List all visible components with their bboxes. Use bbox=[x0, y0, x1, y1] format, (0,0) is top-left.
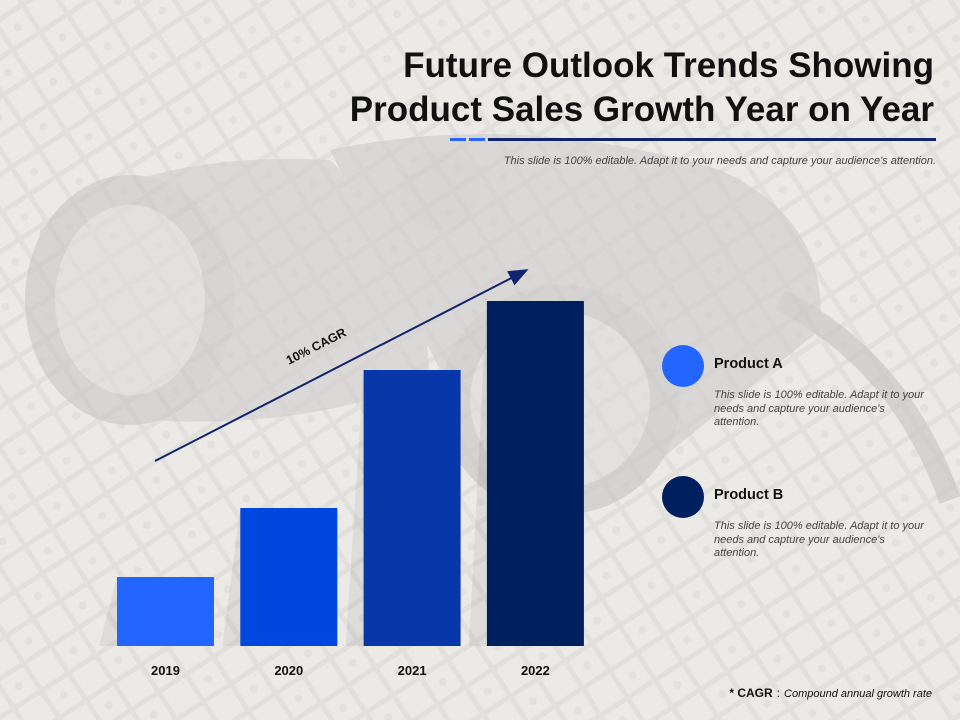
legend-title: Product A bbox=[714, 356, 783, 372]
bar-2021 bbox=[363, 370, 461, 646]
legend-dot bbox=[662, 345, 704, 387]
x-tick-label: 2022 bbox=[521, 663, 550, 678]
title-underline bbox=[488, 138, 936, 141]
title-line-1: Future Outlook Trends Showing bbox=[403, 46, 934, 85]
title-dash-right bbox=[469, 138, 485, 141]
x-tick-label: 2019 bbox=[151, 663, 180, 678]
cagr-arrow bbox=[154, 269, 529, 462]
bar-shadow bbox=[468, 301, 487, 646]
bar-2019 bbox=[117, 577, 214, 646]
bar-2022 bbox=[486, 301, 584, 646]
legend-description: This slide is 100% editable. Adapt it to… bbox=[714, 389, 924, 428]
legend-title: Product B bbox=[714, 487, 784, 503]
page-subtitle: This slide is 100% editable. Adapt it to… bbox=[503, 155, 936, 167]
x-tick-label: 2020 bbox=[274, 663, 303, 678]
footnote-colon: : bbox=[776, 686, 781, 700]
x-tick-label: 2021 bbox=[398, 663, 427, 678]
footnote: * CAGR: Compound annual growth rate bbox=[729, 686, 932, 700]
bar-shadow bbox=[345, 370, 364, 646]
page-title: Future Outlook Trends Showing Product Sa… bbox=[254, 44, 934, 132]
legend-dot bbox=[662, 476, 704, 518]
bar-shadow bbox=[99, 577, 117, 646]
title-dash-left bbox=[450, 138, 466, 141]
bar-shadow bbox=[222, 508, 241, 646]
cagr-annotation: 10% CAGR bbox=[284, 325, 349, 367]
title-line-2: Product Sales Growth Year on Year bbox=[349, 90, 934, 129]
bar-2020 bbox=[240, 508, 338, 646]
legend-description: This slide is 100% editable. Adapt it to… bbox=[714, 520, 924, 559]
footnote-term: * CAGR bbox=[729, 686, 773, 700]
footnote-definition: Compound annual growth rate bbox=[784, 688, 932, 700]
